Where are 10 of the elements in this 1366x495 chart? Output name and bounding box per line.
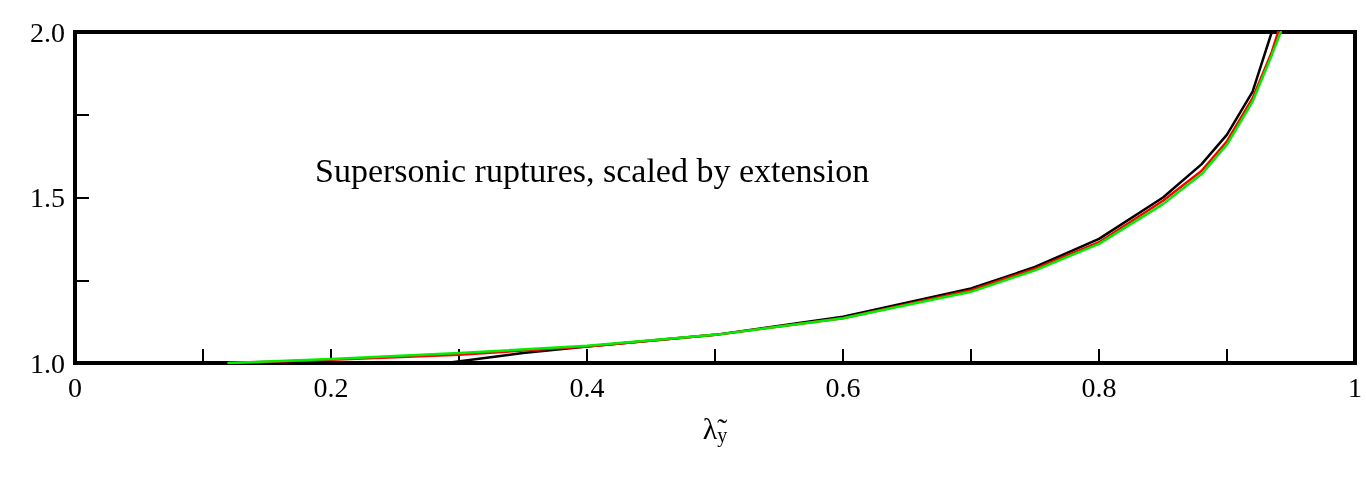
y-tick-label: 1.0	[30, 347, 65, 379]
y-tick-label: 2.0	[30, 16, 65, 48]
x-tick-label: 0.8	[1081, 371, 1117, 403]
y-tick-label: 1.5	[30, 182, 65, 213]
x-tick-label: 0	[68, 371, 82, 403]
x-tick-label: 0.4	[569, 371, 605, 403]
annotation: Supersonic ruptures, scaled by extension	[315, 151, 870, 189]
x-tick-label: 0.6	[825, 371, 861, 403]
x-tick-label: 0.2	[313, 371, 349, 403]
x-tick-label: 1	[1348, 371, 1362, 403]
